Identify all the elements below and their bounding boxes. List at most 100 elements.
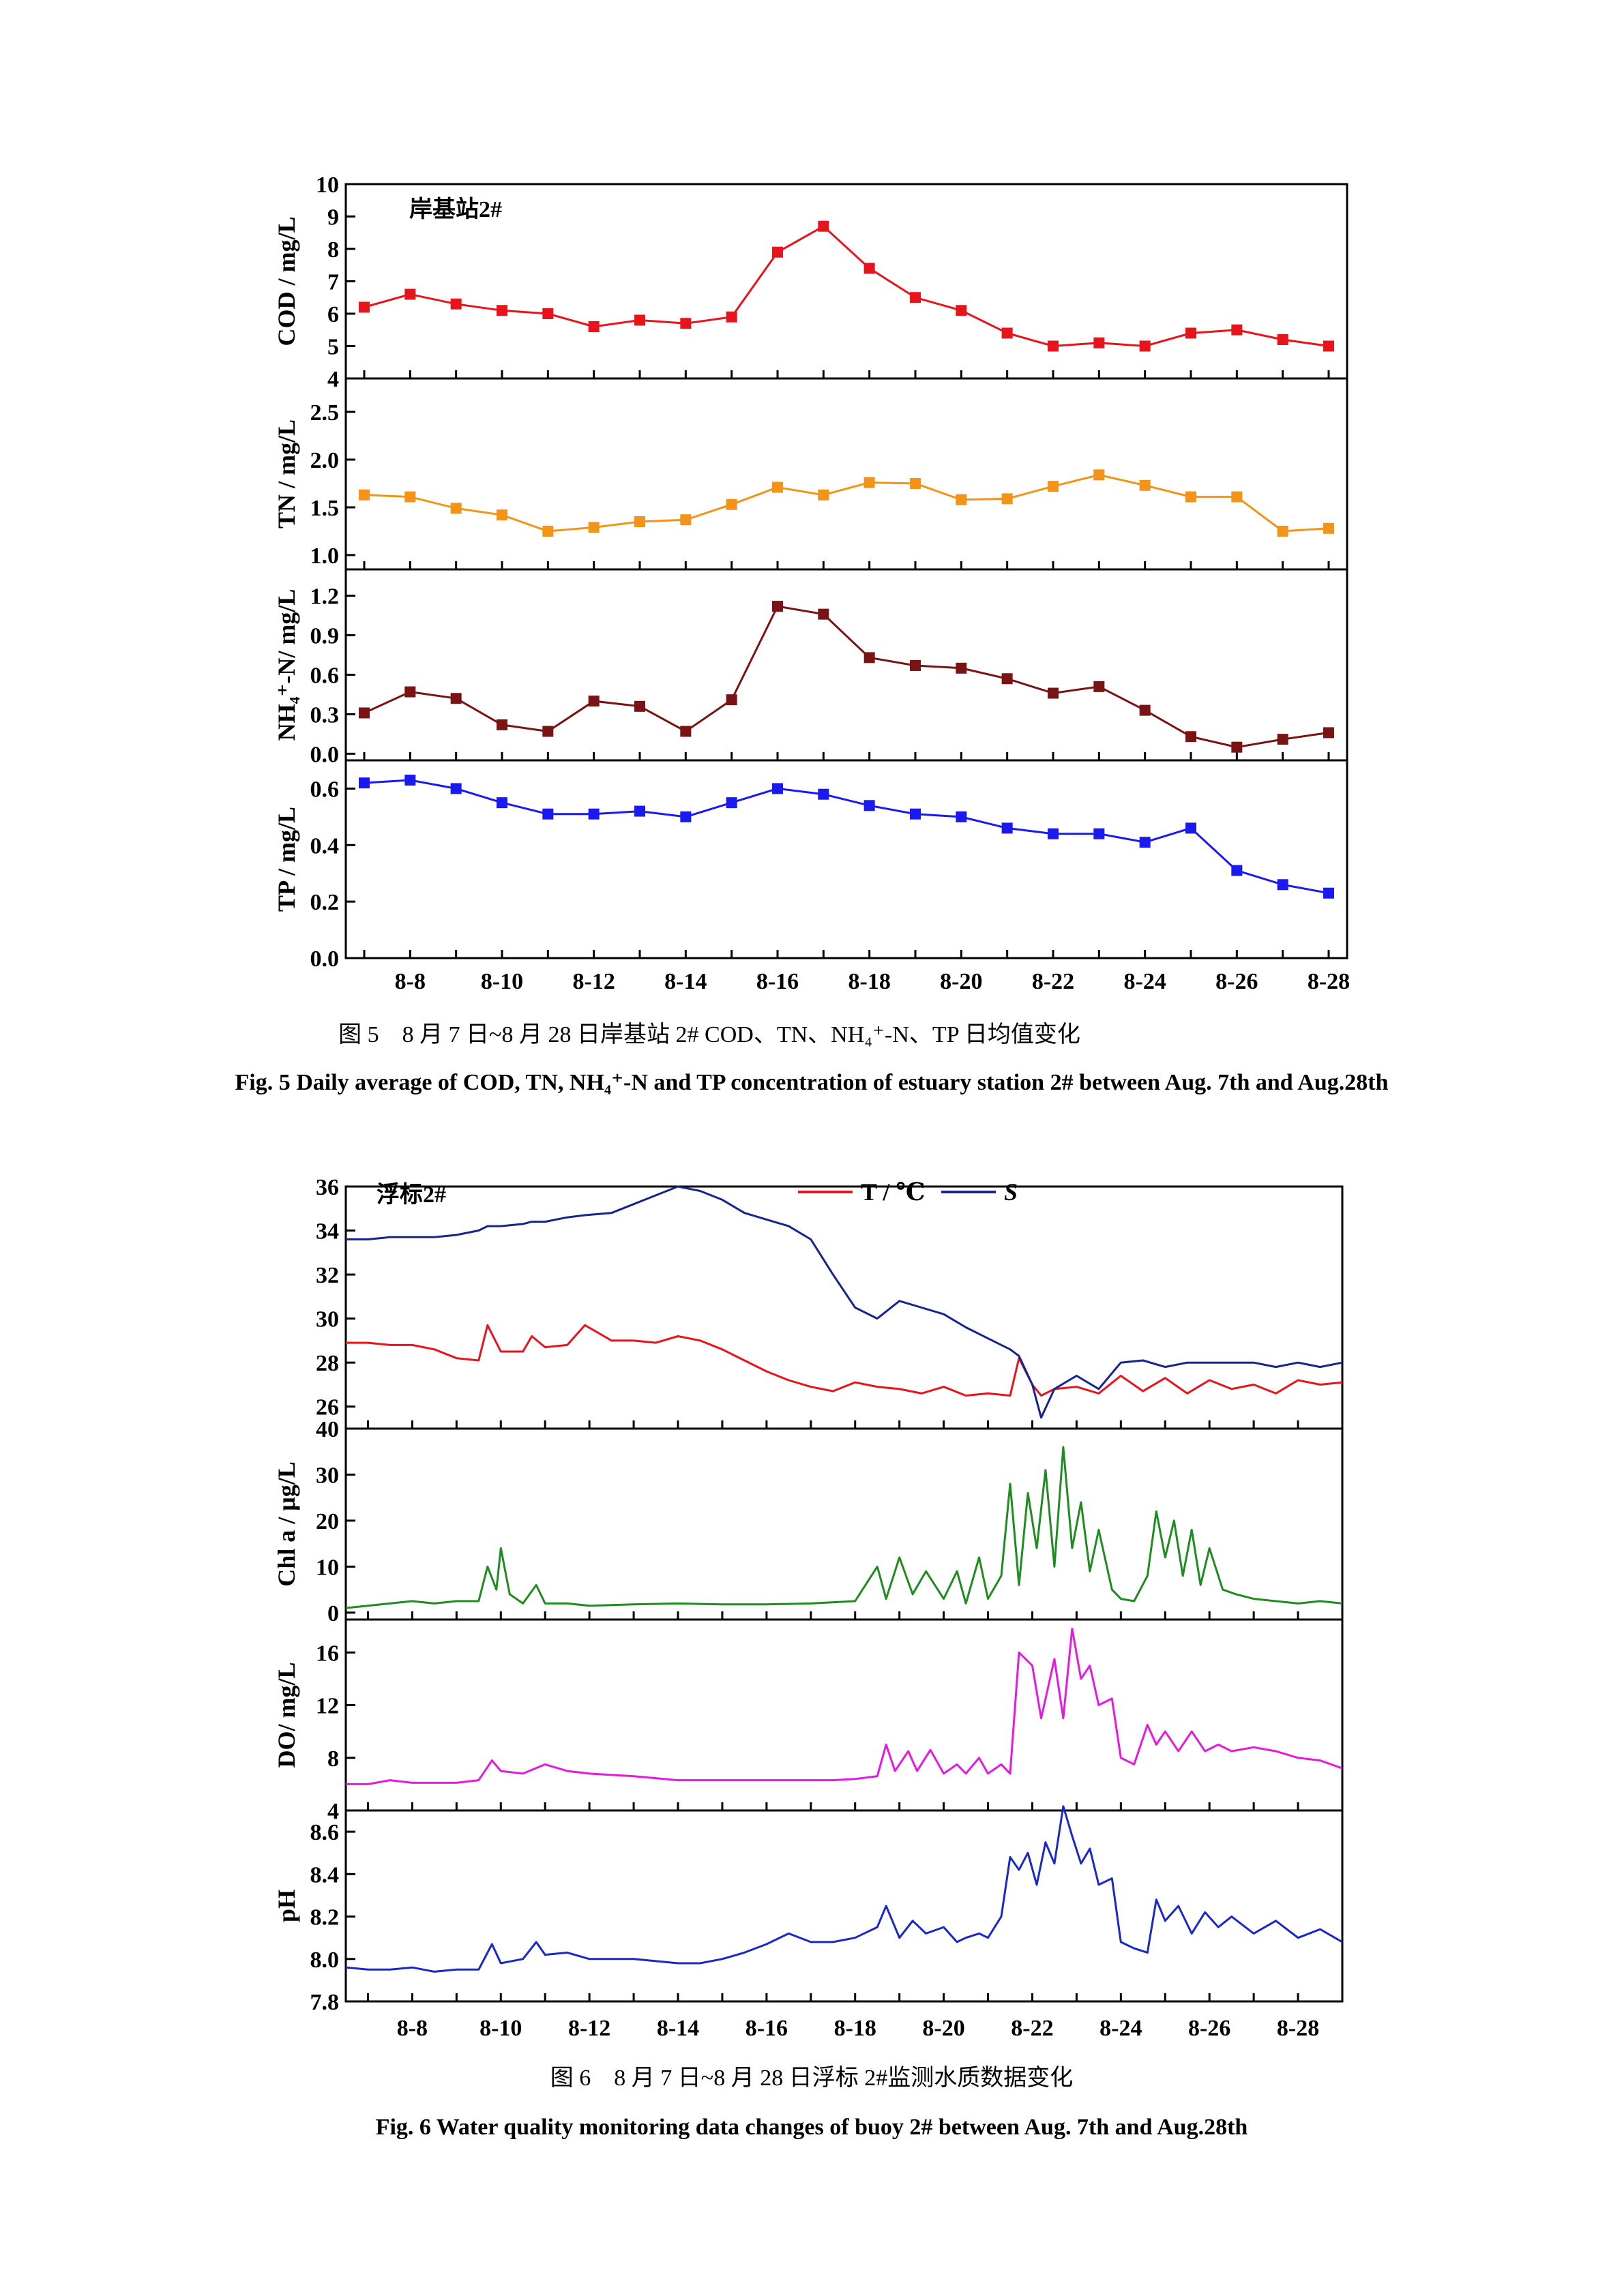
fig6-chla-panel: 0 10 20 30 40 Chl a / μg/L <box>273 1417 1344 1626</box>
y-tick-label: 2.5 <box>310 400 340 426</box>
data-point <box>1093 828 1105 839</box>
data-point <box>588 808 600 820</box>
data-point <box>1048 481 1059 492</box>
x-tick-label: 8-26 <box>1215 969 1258 994</box>
y-tick-label: 9 <box>327 205 339 230</box>
data-point <box>1001 327 1013 339</box>
data-point <box>450 298 462 310</box>
data-point <box>818 489 829 501</box>
data-point <box>680 514 692 526</box>
y-tick-label: 30 <box>316 1307 339 1332</box>
data-point <box>1048 687 1059 699</box>
fig6-chla-series-line <box>345 1446 1343 1609</box>
data-point <box>956 662 967 674</box>
data-point <box>542 808 554 820</box>
x-tick-label: 8-22 <box>1032 969 1074 994</box>
data-point <box>772 246 783 258</box>
data-point <box>634 805 645 817</box>
data-point <box>1093 337 1105 348</box>
y-tick-label: 12 <box>316 1694 339 1719</box>
data-point <box>956 494 967 505</box>
data-point <box>404 491 416 503</box>
fig6-ts-panel: 26 28 30 32 34 36 <box>316 1175 1344 1430</box>
data-point <box>542 308 554 319</box>
y-tick-label: 8.2 <box>310 1905 340 1930</box>
fig5-tn-panel: 1.0 1.5 2.0 2.5 TN / mg/L <box>273 377 1348 571</box>
data-point <box>726 311 737 323</box>
data-point <box>1231 324 1243 336</box>
y-tick-label: 8.0 <box>310 1948 340 1973</box>
fig6-ph-series-line <box>345 1805 1343 1973</box>
x-tick-label: 8-8 <box>395 969 426 994</box>
x-tick-label: 8-20 <box>940 969 982 994</box>
legend-label-salinity: S <box>1004 1178 1018 1206</box>
data-point <box>634 516 645 527</box>
y-tick-label: 30 <box>316 1463 339 1488</box>
data-point <box>1048 828 1059 839</box>
data-point <box>497 305 507 316</box>
data-point <box>1185 822 1196 834</box>
y-axis-title: COD / mg/L <box>273 216 300 346</box>
panel-frame <box>344 377 1348 571</box>
data-point <box>404 288 416 300</box>
y-tick-label: 5 <box>327 335 339 360</box>
y-tick-label: 7.8 <box>310 1990 340 2015</box>
data-point <box>450 693 462 704</box>
data-point <box>497 509 507 521</box>
panel-frame <box>344 1427 1344 1621</box>
y-axis-title: Chl a / μg/L <box>273 1461 300 1586</box>
y-tick-label: 26 <box>316 1395 339 1420</box>
data-point <box>1001 822 1013 834</box>
y-tick-label: 2.0 <box>310 448 340 473</box>
data-point <box>1231 865 1243 876</box>
data-point <box>1139 340 1151 352</box>
x-tick-label: 8-24 <box>1099 2016 1142 2041</box>
fig6-ts-series-line <box>346 1324 1343 1397</box>
y-tick-label: 8.6 <box>310 1820 340 1845</box>
fig5-nh4-panel: 0.0 0.3 0.6 0.9 1.2 NH₄⁺-N/ mg/L <box>273 568 1348 767</box>
x-tick-label: 8-24 <box>1124 969 1166 994</box>
data-point <box>772 601 783 612</box>
x-tick-label: 8-10 <box>481 969 523 994</box>
y-tick-label: 0.0 <box>310 946 340 972</box>
y-tick-label: 1.2 <box>310 584 340 610</box>
data-point <box>1093 469 1105 481</box>
y-tick-label: 8 <box>327 1746 339 1772</box>
data-point <box>1323 522 1334 534</box>
data-point <box>404 686 416 698</box>
x-tick-label: 8-28 <box>1308 969 1350 994</box>
y-tick-label: 16 <box>316 1641 339 1666</box>
data-point <box>450 503 462 514</box>
y-tick-label: 0 <box>327 1601 339 1626</box>
data-point <box>863 652 875 664</box>
panel-frame <box>344 1618 1344 1812</box>
figure-5: 岸基站2# 8-8 8-10 8-12 8-14 8-16 8-18 8-20 8-22 8-2… <box>235 173 1388 1095</box>
y-tick-label: 28 <box>316 1351 339 1376</box>
data-point <box>359 489 370 501</box>
data-point <box>910 292 921 303</box>
y-tick-label: 1.0 <box>310 543 340 569</box>
data-point <box>404 775 416 786</box>
y-tick-label: 0.6 <box>310 663 340 688</box>
y-tick-label: 32 <box>316 1263 339 1288</box>
data-point <box>818 608 829 620</box>
y-axis-title: TN / mg/L <box>273 419 300 528</box>
y-tick-label: 1.5 <box>310 496 340 521</box>
x-tick-label: 8-12 <box>573 969 615 994</box>
data-point <box>634 314 645 326</box>
data-point <box>680 726 692 737</box>
x-tick-label: 8-20 <box>922 2016 964 2041</box>
data-point <box>1277 734 1288 745</box>
y-tick-label: 0.2 <box>310 890 340 915</box>
x-tick-label: 8-18 <box>834 2016 876 2041</box>
y-tick-label: 7 <box>327 270 339 295</box>
data-point <box>1277 334 1288 345</box>
data-point <box>1277 879 1288 891</box>
fig6-ph-panel: 7.8 8.0 8.2 8.4 8.6 pH <box>273 1805 1344 2015</box>
data-point <box>1001 493 1013 505</box>
y-tick-label: 0.0 <box>310 742 340 767</box>
y-tick-label: 10 <box>316 173 339 198</box>
fig6-caption-en: Fig. 6 Water quality monitoring data cha… <box>376 2115 1248 2140</box>
data-point <box>910 808 921 820</box>
data-point <box>450 783 462 794</box>
